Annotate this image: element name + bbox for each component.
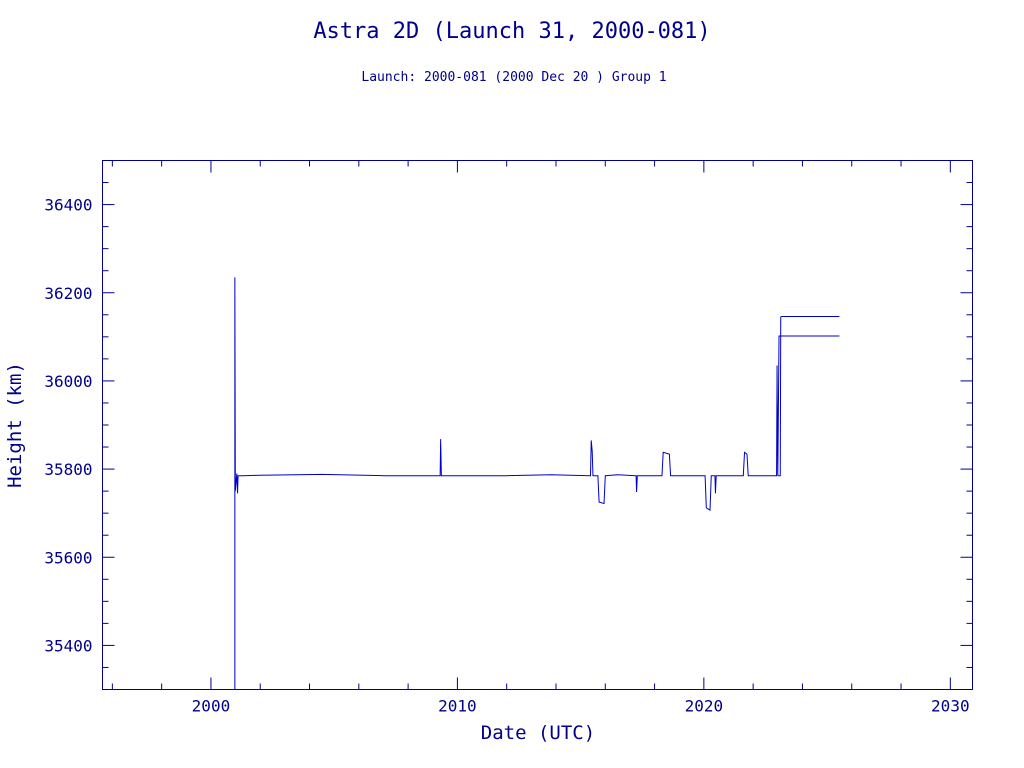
y-tick-label: 35600 — [44, 548, 92, 567]
x-tick-label: 2030 — [931, 697, 970, 716]
y-axis-label: Height (km) — [4, 362, 26, 488]
axis-ticks — [102, 160, 973, 690]
x-tick-label: 2020 — [685, 697, 724, 716]
tick-labels: 2000 2010 2020 2030 35400 35600 35800 36000 3620… — [44, 196, 969, 716]
y-tick-label: 35800 — [44, 460, 92, 479]
x-tick-label: 2010 — [438, 697, 477, 716]
plot-frame — [102, 160, 973, 690]
series-group — [234, 277, 840, 690]
y-tick-label: 36000 — [44, 372, 92, 391]
series-line-2 — [777, 316, 840, 477]
series-line-1 — [234, 277, 840, 690]
chart-title: Astra 2D (Launch 31, 2000-081) — [313, 19, 710, 44]
x-tick-label: 2000 — [192, 697, 231, 716]
x-axis-label: Date (UTC) — [481, 722, 595, 744]
chart-subtitle: Launch: 2000-081 (2000 Dec 20 ) Group 1 — [361, 70, 666, 85]
y-tick-label: 35400 — [44, 636, 92, 655]
y-tick-label: 36400 — [44, 196, 92, 215]
y-tick-label: 36200 — [44, 284, 92, 303]
